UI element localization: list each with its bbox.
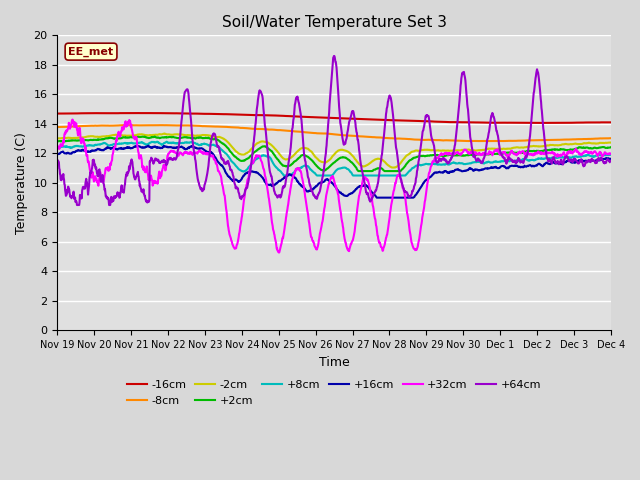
+8cm <box>54 145 61 151</box>
+16cm <box>119 146 127 152</box>
-8cm <box>310 130 318 136</box>
+64cm <box>97 177 104 183</box>
-8cm <box>97 123 104 129</box>
-2cm <box>310 152 318 158</box>
+32cm <box>289 175 297 180</box>
-8cm <box>119 122 127 128</box>
-16cm <box>310 114 318 120</box>
-16cm <box>300 114 308 120</box>
+32cm <box>310 243 318 249</box>
+8cm <box>289 170 297 176</box>
+2cm <box>54 138 61 144</box>
Title: Soil/Water Temperature Set 3: Soil/Water Temperature Set 3 <box>221 15 447 30</box>
+2cm <box>369 168 377 173</box>
+16cm <box>145 143 152 149</box>
+32cm <box>68 117 76 122</box>
-2cm <box>289 154 296 159</box>
-16cm <box>54 111 61 117</box>
+64cm <box>310 193 318 199</box>
+16cm <box>300 185 308 191</box>
+16cm <box>369 190 376 196</box>
+16cm <box>54 151 61 157</box>
Text: EE_met: EE_met <box>68 47 113 57</box>
-8cm <box>300 129 308 135</box>
+8cm <box>119 141 127 146</box>
-2cm <box>97 134 104 140</box>
+16cm <box>97 147 104 153</box>
-16cm <box>145 110 152 116</box>
+32cm <box>97 172 104 178</box>
+8cm <box>301 163 308 168</box>
+8cm <box>607 152 614 157</box>
-8cm <box>607 135 614 141</box>
-2cm <box>607 140 614 145</box>
+2cm <box>310 160 318 166</box>
+16cm <box>310 186 318 192</box>
-8cm <box>369 134 376 140</box>
-2cm <box>389 165 397 170</box>
+16cm <box>289 173 296 179</box>
+64cm <box>73 202 81 208</box>
+64cm <box>54 157 61 163</box>
+32cm <box>369 204 377 209</box>
+32cm <box>54 144 61 150</box>
-8cm <box>124 122 131 128</box>
-2cm <box>161 131 168 136</box>
Legend: -16cm, -8cm, -2cm, +2cm, +8cm, +16cm, +32cm, +64cm: -16cm, -8cm, -2cm, +2cm, +8cm, +16cm, +3… <box>127 380 541 406</box>
+16cm <box>607 156 614 162</box>
-8cm <box>54 124 61 130</box>
Y-axis label: Temperature (C): Temperature (C) <box>15 132 28 234</box>
-2cm <box>369 158 376 164</box>
Line: +16cm: +16cm <box>58 146 611 198</box>
-16cm <box>119 110 127 116</box>
+2cm <box>150 133 158 139</box>
-8cm <box>289 128 296 134</box>
-2cm <box>119 132 127 138</box>
Line: +8cm: +8cm <box>58 142 611 176</box>
Line: +32cm: +32cm <box>58 120 611 252</box>
X-axis label: Time: Time <box>319 356 349 369</box>
-16cm <box>534 120 541 126</box>
+2cm <box>300 152 308 158</box>
-16cm <box>607 120 614 125</box>
+8cm <box>310 170 318 176</box>
+64cm <box>119 187 127 193</box>
+2cm <box>289 160 296 166</box>
+2cm <box>97 137 104 143</box>
-16cm <box>369 117 376 122</box>
+64cm <box>330 53 338 59</box>
+32cm <box>607 151 614 156</box>
Line: +64cm: +64cm <box>58 56 611 205</box>
+64cm <box>607 158 614 164</box>
Line: -8cm: -8cm <box>58 125 611 141</box>
+8cm <box>153 139 161 144</box>
+8cm <box>369 173 377 179</box>
+2cm <box>355 168 362 174</box>
+64cm <box>369 193 377 199</box>
+2cm <box>119 134 127 140</box>
-8cm <box>493 138 500 144</box>
+8cm <box>97 141 104 147</box>
+2cm <box>607 144 614 150</box>
-2cm <box>300 145 308 151</box>
Line: +2cm: +2cm <box>58 136 611 171</box>
+32cm <box>301 188 308 194</box>
-2cm <box>54 136 61 142</box>
+64cm <box>300 151 308 157</box>
Line: -2cm: -2cm <box>58 133 611 168</box>
+64cm <box>289 125 296 131</box>
-16cm <box>289 113 296 119</box>
+32cm <box>275 250 283 255</box>
+16cm <box>373 195 381 201</box>
+8cm <box>280 173 288 179</box>
Line: -16cm: -16cm <box>58 113 611 123</box>
+32cm <box>119 125 127 131</box>
-16cm <box>97 110 104 116</box>
